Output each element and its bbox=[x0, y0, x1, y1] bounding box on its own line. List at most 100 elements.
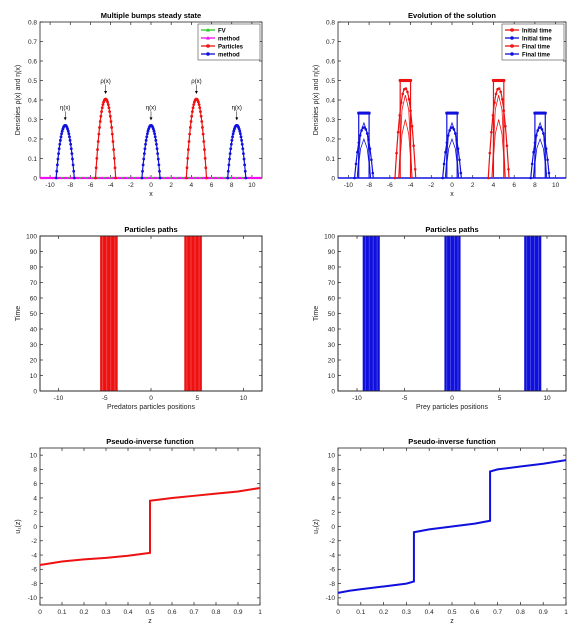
x-axis-label: z bbox=[450, 618, 454, 625]
bump-arrowhead bbox=[63, 117, 67, 121]
bump-label: η(x) bbox=[60, 105, 70, 111]
y-tick-label: 60 bbox=[30, 295, 38, 302]
particle-marker bbox=[184, 176, 188, 180]
particle-marker bbox=[69, 147, 73, 151]
y-tick-label: 10 bbox=[328, 452, 336, 459]
particle-marker bbox=[229, 147, 233, 151]
final-marker bbox=[486, 176, 490, 180]
particle-marker bbox=[109, 120, 113, 123]
particle-marker bbox=[94, 176, 97, 180]
y-tick-label: 50 bbox=[328, 311, 336, 318]
x-tick-label: 0.2 bbox=[79, 609, 88, 616]
particle-marker bbox=[197, 103, 201, 107]
legend-label: method bbox=[218, 52, 240, 58]
final-marker bbox=[395, 151, 398, 155]
particle-paths-band bbox=[524, 236, 542, 391]
particle-marker bbox=[55, 169, 59, 173]
x-tick-label: 0 bbox=[450, 395, 454, 402]
legend-marker bbox=[510, 44, 514, 48]
final-marker bbox=[399, 101, 403, 104]
particle-marker bbox=[108, 114, 112, 118]
final-marker bbox=[398, 114, 401, 117]
final-marker bbox=[543, 138, 547, 142]
final-marker bbox=[365, 132, 369, 135]
particle-marker bbox=[229, 142, 233, 146]
particle-marker bbox=[106, 103, 110, 107]
x-tick-label: -6 bbox=[88, 182, 94, 189]
particle-marker bbox=[57, 147, 61, 151]
y-tick-label: -4 bbox=[329, 552, 335, 559]
y-tick-label: 0.1 bbox=[326, 156, 335, 163]
bump-arrowhead bbox=[235, 117, 239, 121]
final-marker bbox=[499, 90, 503, 94]
initial-marker bbox=[543, 111, 547, 115]
x-tick-label: 8 bbox=[533, 182, 537, 189]
particle-paths-band bbox=[444, 236, 461, 391]
y-tick-label: 30 bbox=[30, 342, 38, 349]
final-marker bbox=[494, 92, 498, 96]
particle-marker bbox=[143, 147, 147, 151]
final-marker bbox=[458, 158, 461, 162]
particle-marker bbox=[239, 135, 243, 139]
final-marker bbox=[497, 87, 501, 90]
particle-marker bbox=[243, 163, 247, 167]
intermediate-curve bbox=[444, 137, 460, 179]
x-tick-label: 0.5 bbox=[447, 609, 456, 616]
final-marker bbox=[441, 176, 444, 180]
y-axis-label: u₁(z) bbox=[15, 519, 22, 533]
y-tick-label: 0.3 bbox=[326, 117, 335, 124]
y-axis-label: Densities ρ(x) and η(x) bbox=[15, 65, 22, 136]
final-marker bbox=[358, 134, 362, 137]
particle-marker bbox=[242, 152, 245, 156]
particle-marker bbox=[142, 152, 146, 156]
x-tick-label: 10 bbox=[543, 395, 551, 402]
y-tick-label: 8 bbox=[33, 467, 37, 474]
final-marker bbox=[401, 92, 405, 96]
final-marker bbox=[533, 141, 537, 144]
x-tick-label: 0.6 bbox=[167, 609, 176, 616]
particle-marker bbox=[98, 120, 102, 123]
particle-marker bbox=[202, 140, 206, 143]
particle-marker bbox=[60, 129, 64, 133]
particle-marker bbox=[232, 129, 236, 133]
y-tick-label: 0.2 bbox=[28, 136, 37, 143]
x-tick-label: 6 bbox=[512, 182, 516, 189]
particle-marker bbox=[190, 110, 194, 114]
y-tick-label: 0.4 bbox=[28, 97, 37, 104]
final-marker bbox=[368, 147, 372, 151]
y-tick-label: 100 bbox=[324, 233, 335, 240]
y-tick-label: 0.5 bbox=[326, 78, 335, 85]
y-tick-label: 8 bbox=[331, 467, 335, 474]
particle-marker bbox=[155, 147, 159, 151]
y-tick-label: 20 bbox=[30, 357, 38, 364]
final-marker bbox=[491, 114, 495, 117]
final-marker bbox=[445, 141, 449, 144]
particle-marker bbox=[68, 138, 72, 142]
particle-marker bbox=[186, 156, 190, 160]
bump-label: η(x) bbox=[146, 105, 156, 111]
particle-marker bbox=[144, 138, 148, 142]
particle-marker bbox=[54, 176, 58, 180]
particle-marker bbox=[226, 176, 230, 180]
particle-marker bbox=[230, 138, 234, 142]
x-tick-label: 0.1 bbox=[356, 609, 365, 616]
intermediate-curve bbox=[356, 121, 372, 179]
particle-marker bbox=[197, 100, 200, 104]
y-tick-label: 0.4 bbox=[326, 97, 335, 104]
particle-marker bbox=[199, 110, 202, 114]
intermediate-curve bbox=[532, 121, 548, 179]
bump-label: ρ(x) bbox=[100, 79, 110, 85]
y-tick-label: -2 bbox=[31, 538, 37, 545]
y-tick-label: 0 bbox=[33, 524, 37, 531]
chart-p6: 0 0.1 0.2 0.3 0.4 0.5 0.6 0.7 0.8 0.9 1 -10 -8 -6 -4 -2… bbox=[313, 437, 568, 625]
x-tick-label: 10 bbox=[248, 182, 256, 189]
particle-marker bbox=[185, 166, 189, 170]
legend-label: Final time bbox=[522, 52, 551, 58]
particle-marker bbox=[106, 100, 110, 104]
y-tick-label: -8 bbox=[329, 581, 335, 588]
x-tick-label: 0.8 bbox=[516, 609, 525, 616]
final-marker bbox=[452, 128, 456, 131]
y-tick-label: 40 bbox=[328, 326, 336, 333]
final-marker bbox=[446, 134, 450, 137]
final-marker bbox=[505, 144, 509, 148]
